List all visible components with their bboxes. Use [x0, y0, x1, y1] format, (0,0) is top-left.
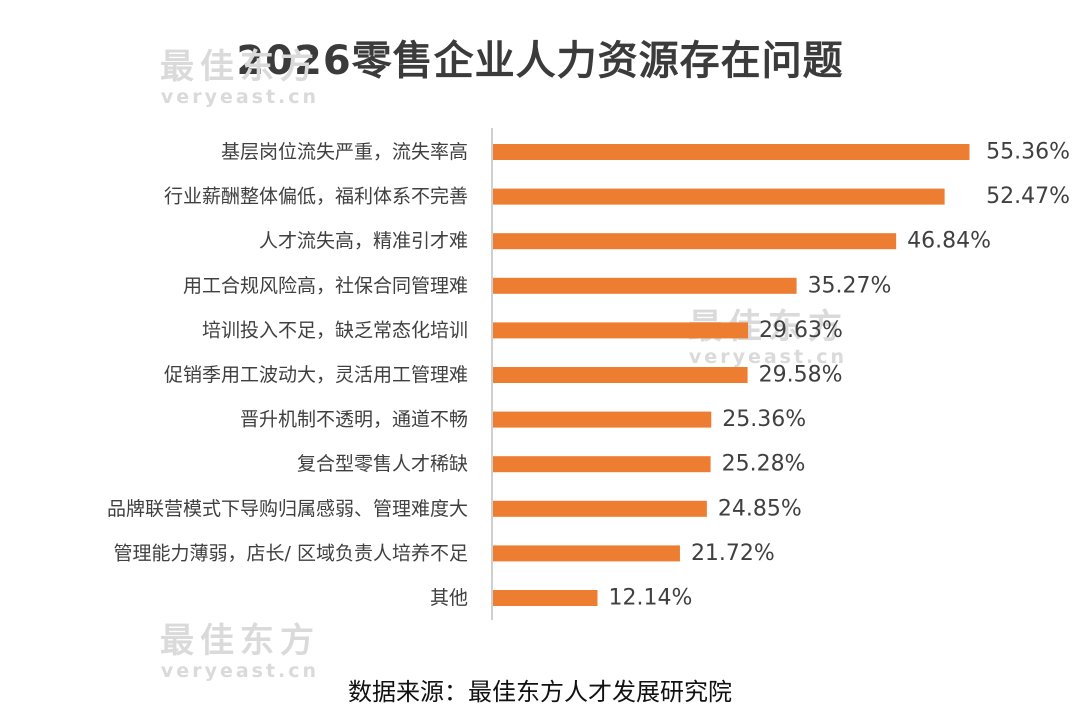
data-label: 25.28% — [722, 452, 806, 477]
data-label: 35.27% — [808, 273, 892, 298]
bar — [493, 545, 680, 562]
data-label: 46.84% — [907, 229, 991, 254]
category-label: 基层岗位流失严重，流失率高 — [221, 141, 468, 163]
category-label: 复合型零售人才稀缺 — [297, 453, 468, 475]
watermark-en: veryeast.cn — [160, 86, 320, 108]
bar — [493, 277, 797, 294]
data-label: 29.58% — [759, 363, 843, 388]
chart-title: 2026零售企业人力资源存在问题 — [236, 38, 844, 84]
category-label: 品牌联营模式下导购归属感弱、管理难度大 — [107, 498, 468, 520]
category-label: 培训投入不足，缺乏常态化培训 — [202, 319, 468, 341]
data-label: 21.72% — [691, 541, 775, 566]
bar — [493, 144, 970, 160]
data-label: 52.47% — [986, 184, 1070, 209]
data-label: 29.63% — [759, 318, 843, 343]
watermark-logo-bottom: 最佳东方 veryeast.cn — [160, 622, 320, 682]
watermark-logo-top: 最佳东方 veryeast.cn — [160, 48, 320, 108]
bar — [493, 322, 749, 339]
category-label: 促销季用工波动大，灵活用工管理难 — [164, 364, 468, 386]
watermark-cn: 最佳东方 — [160, 47, 320, 87]
bar — [493, 411, 712, 428]
bar — [493, 188, 945, 205]
category-label: 人才流失高，精准引才难 — [259, 230, 468, 252]
bar — [493, 590, 598, 606]
category-label: 用工合规风险高，社保合同管理难 — [183, 275, 468, 297]
category-label: 管理能力薄弱，店长/ 区域负责人培养不足 — [114, 542, 468, 564]
watermark-en: veryeast.cn — [688, 346, 848, 368]
data-source-note: 数据来源：最佳东方人才发展研究院 — [348, 678, 732, 706]
watermark-cn: 最佳东方 — [160, 621, 320, 661]
bar — [493, 500, 707, 517]
data-label: 25.36% — [722, 407, 806, 432]
bar — [493, 367, 748, 383]
data-label: 12.14% — [608, 586, 692, 611]
data-label: 24.85% — [718, 496, 802, 521]
watermark-logo-middle: 最佳东方 veryeast.cn — [688, 308, 848, 368]
data-label: 55.36% — [986, 140, 1070, 165]
watermark-en: veryeast.cn — [160, 660, 320, 682]
category-label: 其他 — [430, 587, 468, 609]
bar — [493, 456, 711, 473]
category-label: 晋升机制不透明，通道不畅 — [240, 409, 468, 431]
category-label: 行业薪酬整体偏低，福利体系不完善 — [164, 186, 468, 208]
bar — [493, 233, 897, 250]
